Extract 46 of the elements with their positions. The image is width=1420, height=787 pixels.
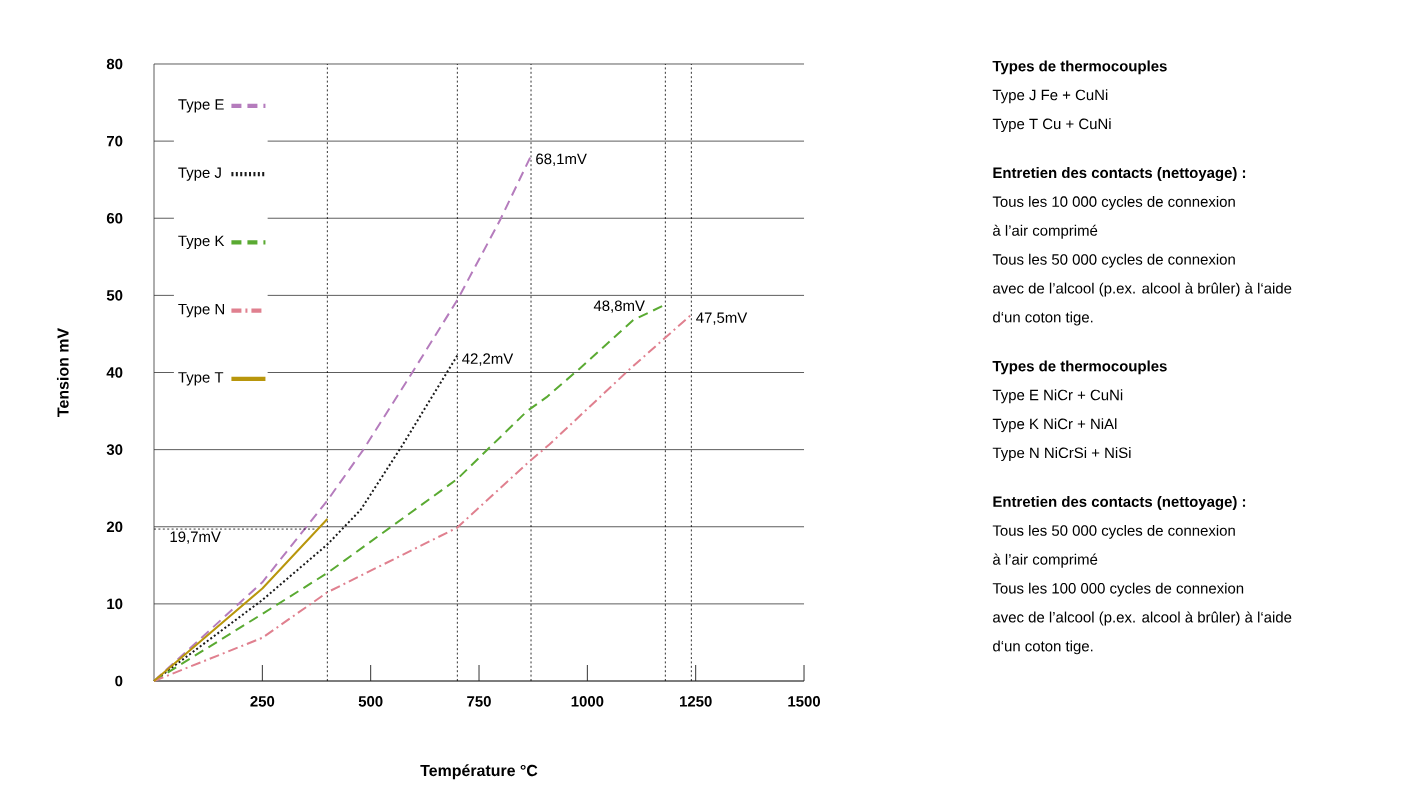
y-tick-label: 80 — [106, 58, 123, 70]
text: Type K NiCr + NiAl — [992, 418, 1117, 433]
y-tick-label: 50 — [106, 290, 123, 301]
text: Tous les 10 000 cycles de connexion — [992, 195, 1235, 210]
x-axis-title: Température °C — [420, 764, 538, 780]
legend-label: Type K — [178, 235, 225, 250]
y-tick-label: 30 — [106, 444, 123, 455]
annotation: 68,1mV — [536, 153, 587, 166]
y-tick-label: 70 — [107, 135, 123, 147]
text: Type N NiCrSi + NiSi — [992, 447, 1131, 462]
text: Tous les 50 000 cycles de connexion — [992, 524, 1235, 539]
text: Tous les 50 000 cycles de connexion — [992, 253, 1235, 268]
legend-label: Type N — [178, 303, 224, 318]
legend-label: Type T — [178, 372, 224, 386]
text: avec de l’alcool (p.ex. alcool à brûler) à l‘aide — [993, 611, 1292, 626]
text: Type T Cu + CuNi — [992, 118, 1111, 133]
text: Types de thermocouples — [992, 60, 1167, 75]
y-tick-label: 0 — [115, 675, 123, 687]
x-tick-label: 1500 — [788, 696, 821, 707]
y-tick-label: 60 — [106, 212, 123, 224]
text: d‘un coton tige. — [993, 640, 1093, 655]
y-tick-label: 40 — [106, 367, 123, 378]
legend-label: Type E — [178, 99, 224, 113]
text: Type J Fe + CuNi — [992, 89, 1108, 104]
text: Type E NiCr + CuNi — [992, 389, 1123, 404]
x-tick-label: 1250 — [680, 696, 712, 707]
text: Tous les 100 000 cycles de connexion — [992, 582, 1244, 597]
annotation: 42,2mV — [462, 353, 514, 366]
text: Types de thermocouples — [992, 360, 1167, 375]
ref-line-label: 19,7mV — [170, 531, 221, 544]
annotation: 47,5mV — [696, 312, 748, 325]
text: Entretien des contacts (nettoyage) : — [993, 167, 1246, 182]
text: à l’air comprimé — [993, 224, 1098, 239]
x-tick-label: 750 — [467, 696, 491, 707]
text: d‘un coton tige. — [993, 311, 1093, 326]
x-tick-label: 250 — [250, 696, 275, 707]
text: Entretien des contacts (nettoyage) : — [993, 496, 1246, 510]
text: à l’air comprimé — [993, 553, 1098, 568]
y-tick-label: 20 — [106, 521, 123, 533]
text: avec de l’alcool (p.ex. alcool à brûler) à l‘aide — [993, 282, 1292, 297]
x-tick-label: 1000 — [571, 696, 604, 707]
y-tick-label: 10 — [107, 598, 123, 610]
y-axis-title: Tension mV — [56, 328, 69, 417]
legend-label: Type J — [178, 167, 221, 181]
annotation: 48,8mV — [593, 300, 645, 313]
x-tick-label: 500 — [358, 696, 383, 707]
